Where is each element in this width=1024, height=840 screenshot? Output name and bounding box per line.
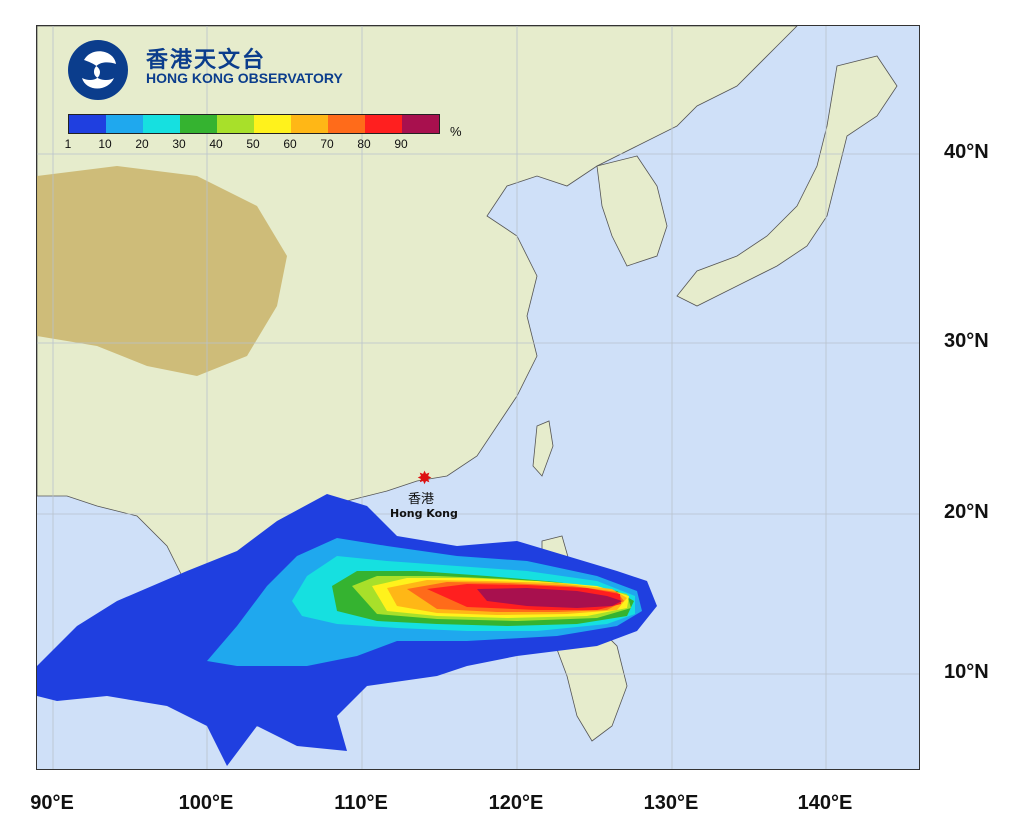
- legend-tick-label: 40: [209, 137, 223, 151]
- legend-swatch: [402, 115, 439, 133]
- lon-label-100e: 100°E: [178, 792, 234, 814]
- legend-swatch: [106, 115, 143, 133]
- legend-ticks: 1 10 20 30 40 50 60 70 80 90: [64, 134, 440, 152]
- map-graphic: [37, 26, 919, 769]
- legend-swatch: [143, 115, 180, 133]
- japan-landmass: [676, 55, 898, 307]
- hong-kong-marker-icon: ✸: [417, 468, 433, 488]
- probability-zones: [37, 494, 657, 766]
- legend-tick-label: 20: [135, 137, 149, 151]
- legend-unit: %: [450, 124, 462, 139]
- hong-kong-label-en: Hong Kong: [390, 507, 458, 520]
- legend-swatch: [254, 115, 291, 133]
- lon-label-130e: 130°E: [643, 792, 699, 814]
- legend-swatch: [291, 115, 328, 133]
- legend-tick-label: 10: [98, 137, 112, 151]
- legend-tick-label: 90: [394, 137, 408, 151]
- lat-label-40n: 40°N: [944, 141, 989, 163]
- lat-label-30n: 30°N: [944, 330, 989, 352]
- legend-swatch: [217, 115, 254, 133]
- legend-tick-label: 50: [246, 137, 260, 151]
- lon-label-120e: 120°E: [488, 792, 544, 814]
- korea-landmass: [596, 155, 668, 267]
- lat-label-20n: 20°N: [944, 501, 989, 523]
- legend-swatch: [180, 115, 217, 133]
- legend-tick-label: 70: [320, 137, 334, 151]
- lon-label-90e: 90°E: [30, 792, 74, 814]
- map-canvas: [36, 25, 920, 770]
- lon-label-140e: 140°E: [797, 792, 853, 814]
- lat-label-10n: 10°N: [944, 661, 989, 683]
- legend-tick-label: 1: [64, 137, 72, 151]
- hko-logo: 香港天文台 HONG KONG OBSERVATORY: [64, 38, 384, 102]
- legend-color-bar: [68, 114, 440, 134]
- hko-emblem-icon: [68, 40, 128, 100]
- legend-tick-label: 30: [172, 137, 186, 151]
- legend-swatch: [328, 115, 365, 133]
- probability-legend: 1 10 20 30 40 50 60 70 80 90 %: [64, 114, 462, 152]
- org-name-cn: 香港天文台: [146, 48, 267, 73]
- hong-kong-label-cn: 香港: [408, 492, 435, 507]
- zone-90: [477, 588, 622, 608]
- org-name-en: HONG KONG OBSERVATORY: [146, 70, 343, 86]
- legend-tick-label: 80: [357, 137, 371, 151]
- highland-region: [37, 166, 287, 376]
- legend-swatch: [69, 115, 106, 133]
- lon-label-110e: 110°E: [334, 792, 388, 814]
- taiwan-landmass: [532, 420, 554, 477]
- legend-swatch: [365, 115, 402, 133]
- legend-tick-label: 60: [283, 137, 297, 151]
